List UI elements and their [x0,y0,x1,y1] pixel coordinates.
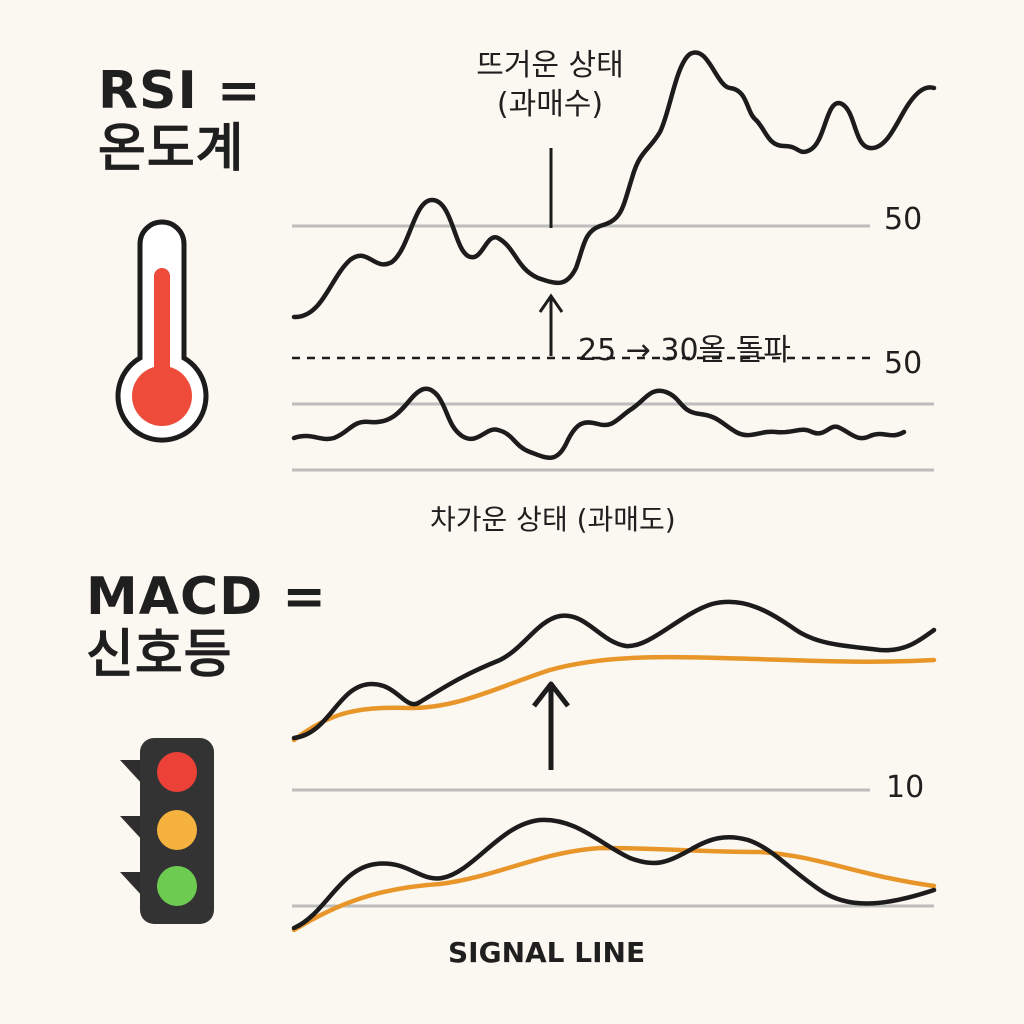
breakout-label: 25 → 30올 돌파 [578,325,797,369]
thermometer-icon [115,219,209,443]
arrow-up-icon [538,293,564,356]
traffic-green-light [157,866,197,906]
macd-title: MACD = 신호등 [86,567,327,686]
overbought-label: 뜨거운 상태 (과매수) [476,48,624,122]
oversold-label: 차가운 상태 (과매도) [430,503,676,536]
rsi-level-top: 50 [884,202,923,237]
macd-upper-line [291,599,937,741]
rsi-secondary-line [291,386,907,460]
traffic-red-light [157,752,197,792]
traffic-yellow-light [157,810,197,850]
macd-level-label: 10 [886,770,925,805]
rsi-main-line [291,50,937,320]
macd-upper-signal-line [291,654,937,743]
rsi-title: RSI = 온도계 [98,61,262,180]
macd-lower-line [291,817,937,931]
macd-lower-signal-line [291,845,937,933]
rsi-level-mid: 50 [884,346,923,381]
crossover-arrow-icon [532,681,570,770]
signal-line-label: SIGNAL LINE [448,936,646,969]
traffic-light-icon [120,738,214,924]
